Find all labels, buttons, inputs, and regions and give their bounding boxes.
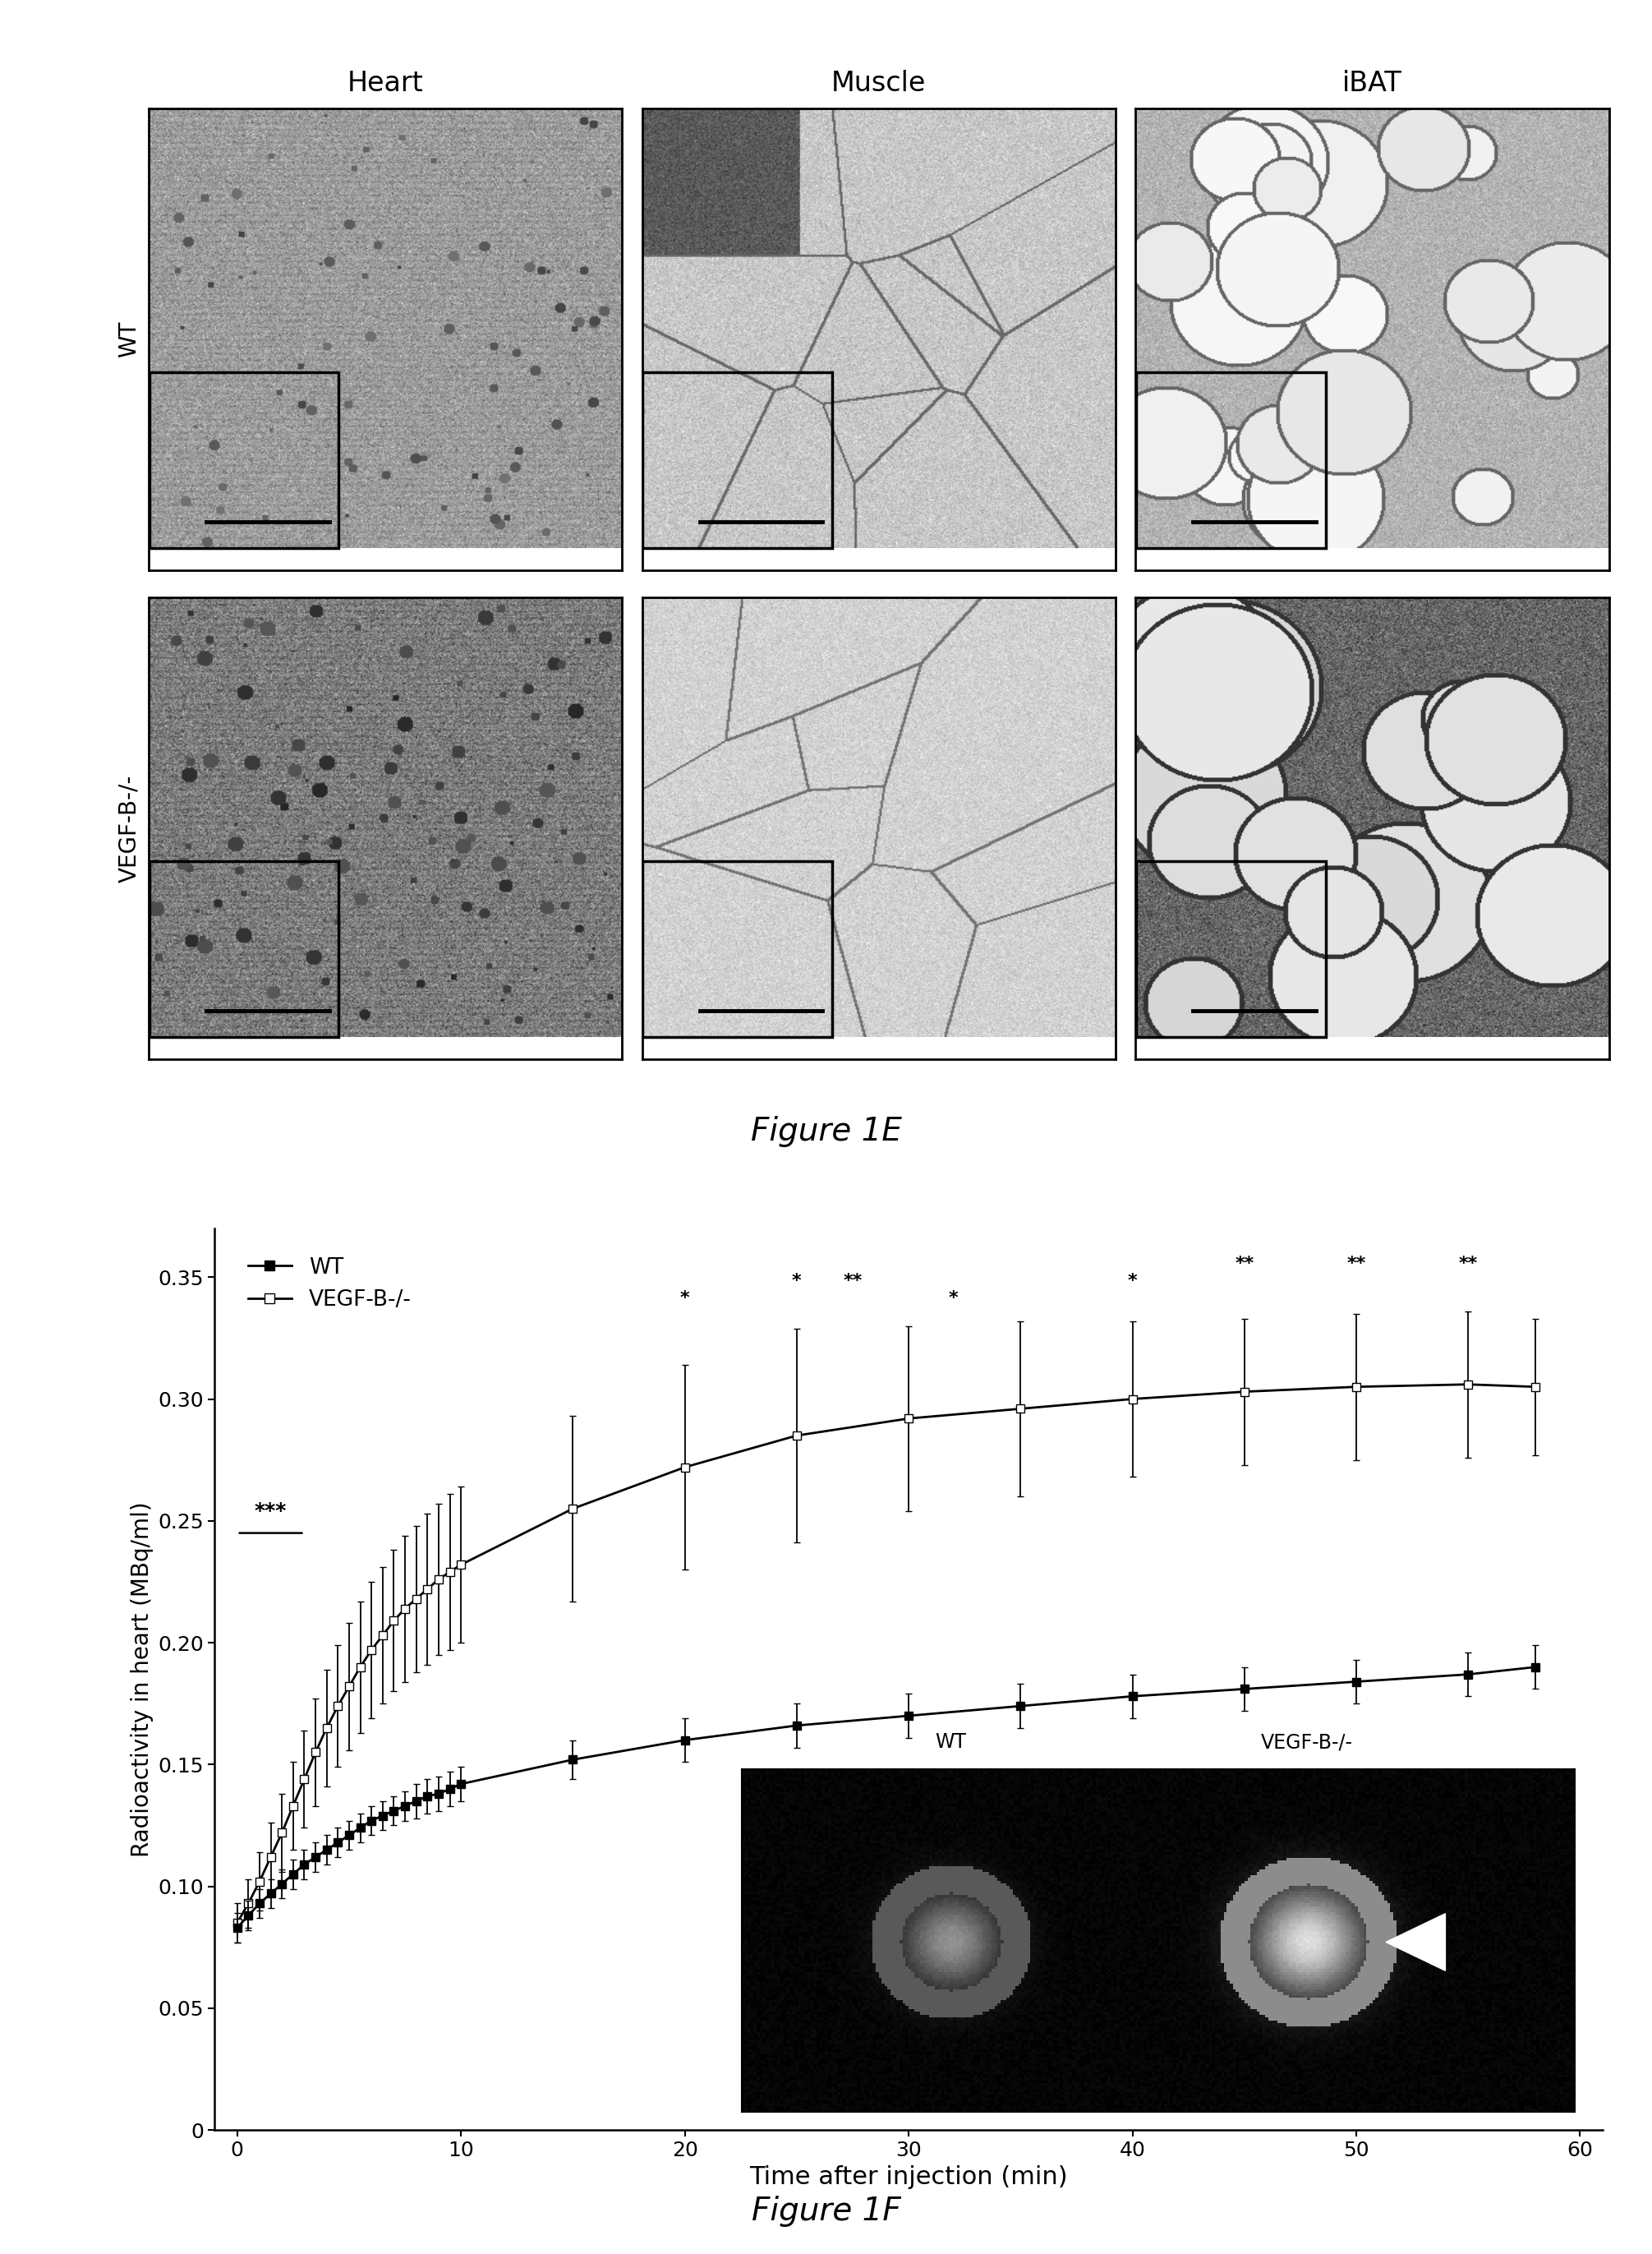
Bar xyxy=(1137,861,1325,1037)
Text: VEGF-B-/-: VEGF-B-/- xyxy=(117,775,140,881)
Bar xyxy=(643,861,833,1037)
Bar xyxy=(149,861,339,1037)
Text: *: * xyxy=(948,1289,958,1307)
Bar xyxy=(1137,372,1325,548)
Text: Heart: Heart xyxy=(347,70,423,97)
Text: ***: *** xyxy=(254,1501,287,1521)
Text: *: * xyxy=(791,1274,801,1289)
Text: **: ** xyxy=(1346,1255,1366,1271)
Bar xyxy=(643,372,833,548)
Text: *: * xyxy=(681,1289,689,1307)
Legend: WT, VEGF-B-/-: WT, VEGF-B-/- xyxy=(240,1249,420,1319)
Text: Muscle: Muscle xyxy=(831,70,927,97)
Text: **: ** xyxy=(1234,1255,1254,1271)
Text: **: ** xyxy=(843,1274,862,1289)
Text: Figure 1E: Figure 1E xyxy=(750,1116,902,1147)
Bar xyxy=(149,372,339,548)
Text: iBAT: iBAT xyxy=(1343,70,1403,97)
X-axis label: Time after injection (min): Time after injection (min) xyxy=(750,2166,1067,2189)
Text: *: * xyxy=(1128,1274,1137,1289)
Y-axis label: Radioactivity in heart (MBq/ml): Radioactivity in heart (MBq/ml) xyxy=(131,1501,154,1857)
Text: Figure 1F: Figure 1F xyxy=(752,2195,900,2227)
Text: **: ** xyxy=(1459,1255,1477,1271)
Text: WT: WT xyxy=(117,320,140,358)
